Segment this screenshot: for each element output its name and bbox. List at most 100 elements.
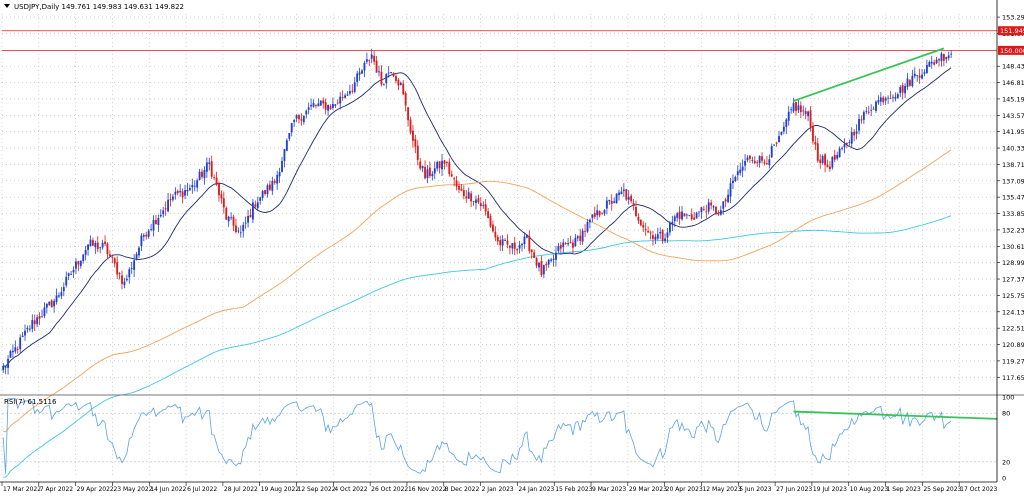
candle-body xyxy=(43,307,46,316)
candle-body xyxy=(821,156,824,164)
candle-body xyxy=(150,229,153,230)
candle-body xyxy=(562,242,565,248)
candle-body xyxy=(603,210,606,214)
candle-body xyxy=(850,132,853,144)
candle-body xyxy=(787,111,790,121)
candle-body xyxy=(627,196,630,200)
candle-body xyxy=(218,183,220,196)
candle-body xyxy=(809,110,812,127)
candle-body xyxy=(911,75,914,87)
candle-body xyxy=(792,103,795,112)
candle-body xyxy=(727,194,730,203)
candle-body xyxy=(348,91,351,94)
candle-body xyxy=(2,365,5,371)
candle-body xyxy=(894,96,897,99)
candle-body xyxy=(797,105,800,111)
candle-body xyxy=(591,214,594,218)
candle-body xyxy=(814,142,817,145)
price-tick-label: 153.295 xyxy=(1002,14,1024,22)
candle-body xyxy=(884,98,887,101)
candle-body xyxy=(302,115,305,123)
price-tick-label: 135.475 xyxy=(1002,194,1024,202)
candle-body xyxy=(487,211,490,218)
candle-body xyxy=(283,149,286,161)
candle-body xyxy=(593,213,596,217)
candle-body xyxy=(421,166,424,169)
candle-body xyxy=(60,292,63,296)
candle-body xyxy=(312,103,315,107)
candle-body xyxy=(746,157,749,161)
candle-body xyxy=(290,123,293,133)
candle-body xyxy=(516,249,519,251)
candle-body xyxy=(652,235,654,239)
candle-body xyxy=(315,105,317,106)
price-tick-label: 137.095 xyxy=(1002,177,1024,185)
candle-body xyxy=(763,162,766,164)
candle-body xyxy=(756,162,759,164)
candle-body xyxy=(7,358,9,368)
rsi-panel xyxy=(0,394,1024,474)
candle-body xyxy=(125,278,128,281)
candle-body xyxy=(673,216,676,222)
price-tick-label: 128.995 xyxy=(1002,259,1024,267)
candle-body xyxy=(62,287,65,292)
candle-body xyxy=(38,316,41,319)
candle-body xyxy=(588,219,591,223)
time-tick-label: 17 Mar 2022 xyxy=(3,486,41,493)
candle-body xyxy=(610,200,613,204)
rsi-tick-label: 100 xyxy=(1002,394,1014,402)
candle-body xyxy=(722,201,725,209)
candle-body xyxy=(639,219,642,226)
candle-body xyxy=(16,348,19,350)
candle-body xyxy=(55,295,58,303)
candle-body xyxy=(654,236,657,240)
candle-body xyxy=(632,203,635,207)
candle-body xyxy=(862,112,865,120)
candle-body xyxy=(453,178,456,180)
candle-body xyxy=(332,104,334,108)
candle-body xyxy=(19,337,22,350)
candle-body xyxy=(613,201,616,203)
candle-body xyxy=(448,162,451,175)
time-tick-label: 27 Jun 2023 xyxy=(776,486,812,493)
candle-body xyxy=(649,232,652,234)
candle-body xyxy=(339,96,342,104)
candle-body xyxy=(567,243,570,245)
candle-body xyxy=(363,62,366,71)
symbol-header: USDJPY,Daily 149.761 149.983 149.631 149… xyxy=(14,3,184,11)
candle-body xyxy=(462,190,465,197)
candle-body xyxy=(938,58,940,61)
candle-body xyxy=(288,133,291,139)
candle-body xyxy=(909,80,911,86)
candle-body xyxy=(266,185,269,195)
candle-body xyxy=(615,193,618,204)
price-badge xyxy=(998,45,1024,55)
candle-body xyxy=(901,85,904,93)
candle-body xyxy=(925,65,928,73)
candle-body xyxy=(496,236,499,242)
candle-body xyxy=(162,210,165,215)
candle-body xyxy=(230,217,233,219)
candle-body xyxy=(106,243,109,255)
candle-body xyxy=(50,300,53,308)
candle-body xyxy=(930,61,933,64)
candle-body xyxy=(181,191,184,198)
candle-body xyxy=(70,274,73,275)
candle-body xyxy=(630,195,633,202)
collapse-triangle-icon[interactable] xyxy=(4,4,10,8)
candle-body xyxy=(807,111,810,117)
axis-labels: 153.295151.675148.435146.815145.195143.5… xyxy=(1,14,1024,493)
candle-body xyxy=(295,115,298,119)
candle-body xyxy=(867,111,870,113)
candle-body xyxy=(668,222,671,233)
candle-body xyxy=(404,92,407,106)
time-tick-label: 12 May 2023 xyxy=(702,486,741,493)
candle-body xyxy=(685,214,688,216)
candle-body xyxy=(138,247,140,256)
candle-body xyxy=(118,273,121,274)
time-tick-label: 20 Apr 2023 xyxy=(666,486,703,493)
candle-body xyxy=(576,236,579,239)
candle-body xyxy=(443,160,446,164)
